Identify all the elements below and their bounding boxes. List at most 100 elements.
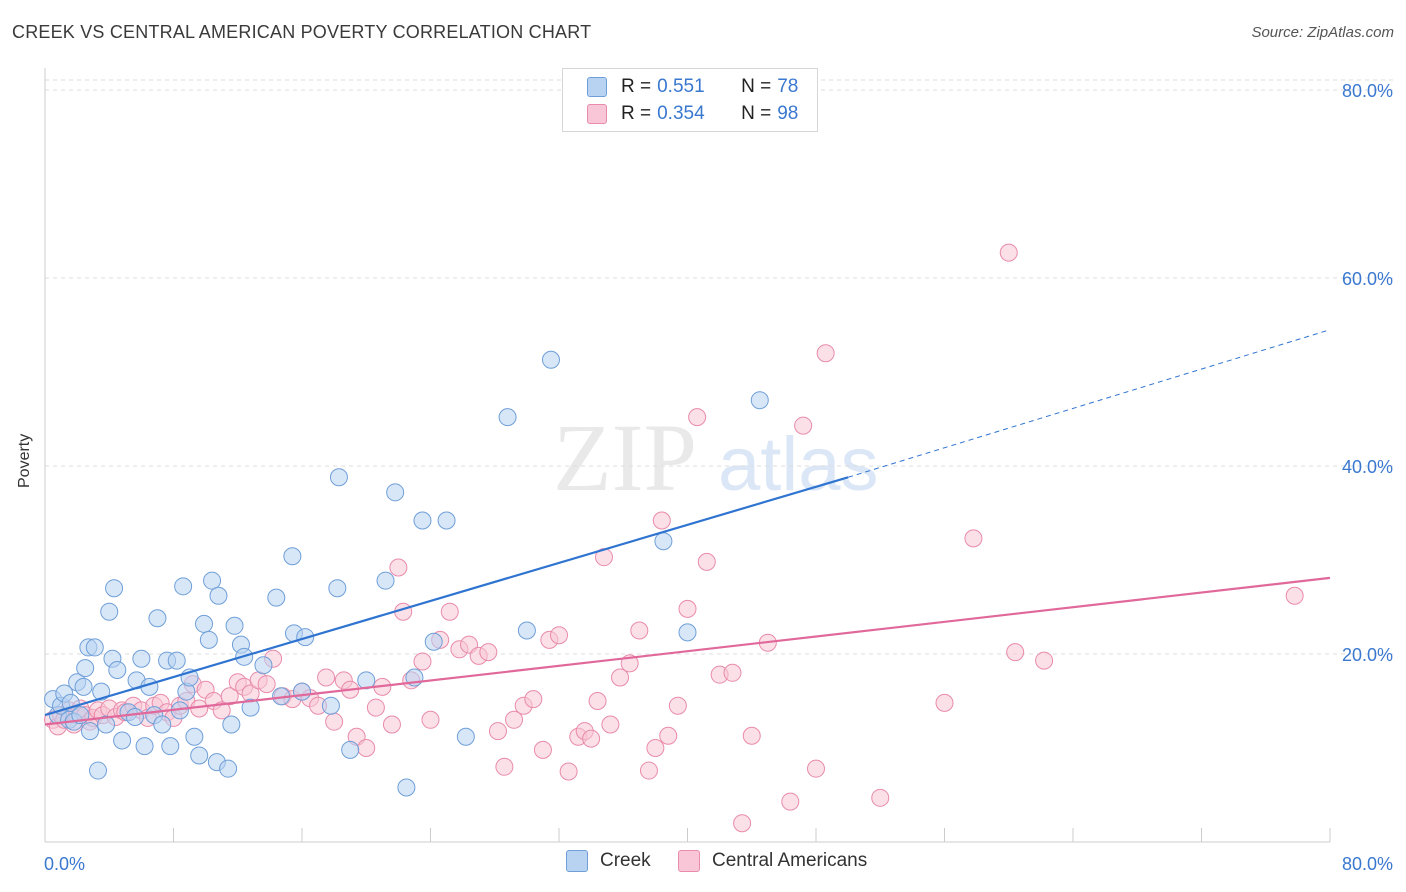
central-americans-point-84 — [659, 726, 678, 745]
creek-point-42 — [203, 571, 222, 590]
central-americans-point-62 — [479, 643, 498, 662]
series-legend: Creek Central Americans — [0, 850, 1406, 878]
central-americans-point-55 — [413, 652, 432, 671]
creek-point-9 — [74, 677, 93, 696]
creek-point-72 — [517, 621, 536, 640]
central-americans-point-64 — [495, 757, 514, 776]
creek-point-60 — [329, 468, 348, 487]
central-americans-point-43 — [317, 668, 336, 687]
watermark-atlas: atlas — [718, 422, 879, 507]
n-label: N = — [741, 76, 772, 97]
creek-point-41 — [199, 630, 218, 649]
central-americans-point-51 — [382, 715, 401, 734]
y-tick-label-20: 20.0% — [1342, 645, 1393, 665]
central-americans-point-31 — [220, 687, 239, 706]
watermark: ZIP atlas — [553, 404, 879, 511]
central-americans-point-99 — [935, 693, 954, 712]
legend-item-creek: Creek — [566, 850, 651, 872]
central-americans-point-74 — [582, 729, 601, 748]
creek-point-21 — [113, 731, 132, 750]
central-americans-swatch — [587, 104, 607, 124]
creek-point-67 — [413, 511, 432, 530]
central-americans-point-101 — [999, 243, 1018, 262]
watermark-zip: ZIP — [553, 404, 697, 511]
creek-legend-swatch — [566, 850, 588, 872]
central-americans-point-71 — [559, 762, 578, 781]
central-americans-point-49 — [366, 698, 385, 717]
creek-point-74 — [654, 532, 673, 551]
central-americans-point-30 — [212, 701, 231, 720]
central-americans-points — [44, 243, 1304, 833]
chart-title: CREEK VS CENTRAL AMERICAN POVERTY CORREL… — [12, 22, 592, 42]
legend-row-creek: R = 0.551 N = 78 — [587, 75, 798, 99]
central-americans-point-80 — [630, 621, 649, 640]
creek-point-40 — [195, 614, 214, 633]
central-americans-trend-line — [44, 576, 1331, 726]
tick-labels: 20.0% 40.0% 60.0% 80.0% 0.0% 80.0% — [44, 81, 1393, 874]
creek-point-56 — [293, 682, 311, 701]
central-americans-point-98 — [871, 788, 890, 807]
central-americans-point-70 — [550, 626, 568, 645]
creek-point-35 — [174, 577, 193, 596]
central-americans-legend-swatch — [678, 850, 700, 872]
central-americans-point-63 — [488, 722, 507, 741]
n-value: 98 — [777, 103, 799, 124]
central-americans-point-77 — [601, 715, 620, 734]
r-value: 0.551 — [657, 76, 705, 97]
creek-point-71 — [498, 408, 517, 427]
central-americans-point-68 — [533, 740, 552, 759]
central-americans-point-92 — [742, 726, 761, 745]
creek-point-44 — [209, 586, 228, 605]
creek-point-16 — [97, 715, 116, 734]
y-tick-label-80: 80.0% — [1342, 81, 1393, 101]
central-americans-point-96 — [807, 759, 825, 778]
central-americans-point-94 — [781, 792, 800, 811]
creek-point-75 — [678, 623, 697, 642]
central-americans-point-87 — [688, 408, 707, 427]
creek-point-61 — [341, 740, 360, 759]
central-americans-point-88 — [697, 552, 716, 571]
creek-point-63 — [376, 571, 395, 590]
r-label: R = — [621, 103, 652, 124]
central-americans-point-85 — [668, 696, 687, 715]
creek-point-23 — [125, 707, 144, 726]
creek-legend-label: Creek — [600, 850, 651, 871]
central-americans-point-36 — [257, 675, 276, 694]
y-tick-label-60: 60.0% — [1342, 269, 1393, 289]
creek-point-26 — [135, 737, 154, 756]
central-americans-point-78 — [611, 668, 630, 687]
creek-point-14 — [89, 761, 108, 780]
n-label: N = — [741, 103, 772, 124]
creek-point-45 — [219, 759, 238, 778]
creek-point-52 — [267, 588, 286, 607]
creek-point-19 — [105, 579, 124, 598]
axes — [44, 68, 1331, 843]
central-americans-point-44 — [325, 712, 344, 731]
central-americans-point-81 — [639, 761, 658, 780]
creek-point-47 — [225, 616, 244, 635]
central-americans-point-86 — [678, 599, 697, 618]
y-tick-label-40: 40.0% — [1342, 457, 1393, 477]
creek-point-50 — [241, 698, 260, 717]
central-americans-point-67 — [524, 690, 543, 709]
central-americans-point-48 — [357, 739, 376, 757]
x-tick-label-min: 0.0% — [44, 854, 85, 874]
creek-point-70 — [456, 727, 475, 746]
creek-point-54 — [283, 547, 302, 566]
r-label: R = — [621, 76, 652, 97]
creek-point-58 — [321, 696, 340, 715]
creek-swatch — [587, 77, 607, 97]
creek-point-46 — [222, 715, 241, 734]
central-americans-point-103 — [1035, 651, 1054, 670]
central-americans-legend-label: Central Americans — [712, 850, 868, 871]
creek-point-38 — [185, 727, 204, 746]
legend-item-central-americans: Central Americans — [678, 850, 867, 872]
central-americans-point-97 — [816, 344, 835, 363]
creek-trend-extension — [847, 329, 1331, 478]
central-americans-point-65 — [505, 710, 524, 729]
creek-point-13 — [85, 638, 104, 657]
gridlines — [45, 79, 1395, 655]
creek-point-39 — [190, 746, 209, 765]
creek-point-20 — [108, 660, 127, 679]
